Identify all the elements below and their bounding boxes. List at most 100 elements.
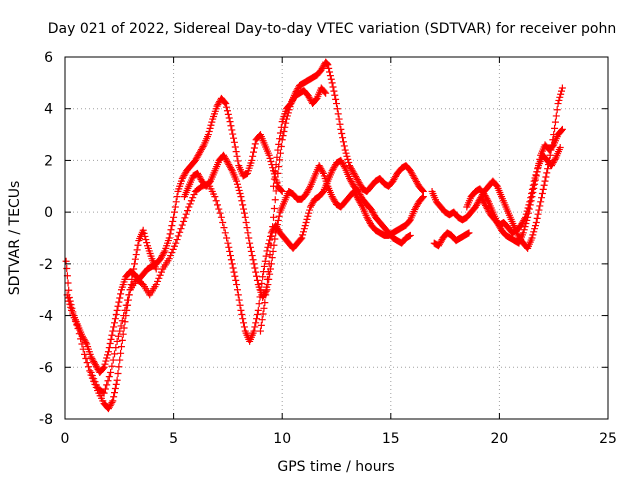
y-tick-label: -4 [39, 309, 53, 325]
data-point [250, 260, 258, 268]
data-point [334, 110, 342, 118]
data-point [328, 79, 336, 87]
data-point [519, 229, 527, 237]
data-point [66, 297, 74, 305]
data-point [270, 213, 278, 221]
data-point [342, 149, 350, 157]
y-tick-labels: -8 -6 -4 -2 0 2 4 6 [39, 50, 53, 428]
data-point [252, 319, 260, 327]
data-point [249, 152, 257, 160]
data-point [237, 306, 245, 314]
data-point [104, 348, 112, 356]
data-point [165, 255, 173, 263]
data-point [141, 232, 149, 240]
data-point [100, 363, 108, 371]
data-point [122, 301, 130, 309]
data-point [92, 381, 100, 389]
data-point [118, 317, 126, 325]
data-point [182, 210, 190, 218]
data-point [552, 112, 560, 120]
data-point [69, 308, 77, 316]
data-point [270, 205, 278, 213]
data-point [233, 180, 241, 188]
data-point [538, 190, 546, 198]
data-point [339, 138, 347, 146]
data-point [101, 385, 109, 393]
data-point [199, 142, 207, 150]
data-point [306, 184, 314, 192]
data-point [232, 276, 240, 284]
data-point [222, 100, 230, 108]
data-point [556, 144, 564, 151]
x-axis-label: GPS time / hours [277, 459, 394, 475]
data-point [86, 367, 94, 375]
data-point [558, 125, 566, 133]
data-point [524, 204, 532, 212]
data-point [278, 187, 286, 195]
data-point [250, 148, 258, 156]
data-point [189, 194, 197, 202]
data-point [190, 191, 198, 199]
data-point [540, 181, 548, 189]
data-point [112, 344, 120, 352]
data-point [259, 273, 267, 281]
data-point [108, 398, 116, 406]
data-points [62, 58, 566, 413]
data-point [103, 354, 111, 362]
data-point [269, 247, 277, 255]
data-point [551, 155, 559, 163]
data-point [117, 343, 125, 351]
data-point [251, 323, 259, 331]
data-point [168, 248, 176, 256]
data-point [333, 100, 340, 108]
data-point [105, 373, 113, 381]
data-point [242, 218, 250, 226]
data-point [102, 357, 110, 365]
data-point [306, 206, 314, 214]
data-point [65, 286, 73, 294]
data-point [258, 280, 266, 288]
data-point [266, 154, 274, 162]
chart-title: Day 021 of 2022, Sidereal Day-to-day VTE… [48, 21, 616, 37]
data-point [333, 105, 341, 113]
data-point [262, 291, 270, 299]
data-point [250, 327, 258, 335]
data-point [261, 257, 269, 265]
data-point [68, 304, 76, 312]
data-point [255, 300, 263, 308]
y-tick-label: 0 [44, 205, 53, 221]
data-point [326, 68, 334, 76]
series-track-6 [270, 84, 330, 190]
series-track-5 [256, 58, 427, 335]
data-point [554, 100, 562, 108]
data-point [238, 197, 246, 205]
data-point [173, 236, 181, 244]
data-point [216, 209, 224, 217]
data-point [555, 96, 563, 104]
data-point [528, 185, 536, 193]
data-point [111, 319, 119, 327]
data-point [522, 210, 530, 218]
data-point [465, 229, 473, 237]
x-tick-labels: 0 5 10 15 20 25 [61, 431, 617, 447]
data-point [111, 384, 119, 392]
data-point [227, 165, 235, 173]
data-point [238, 311, 246, 319]
data-point [178, 221, 186, 229]
data-point [234, 183, 242, 191]
data-point [187, 197, 195, 205]
data-point [63, 265, 71, 273]
data-point [261, 299, 269, 307]
data-point [325, 64, 333, 72]
data-point [82, 338, 90, 346]
data-point [551, 124, 559, 132]
data-point [231, 272, 239, 280]
data-point [322, 89, 330, 97]
data-point [226, 247, 234, 255]
data-point [241, 213, 249, 221]
data-point [204, 131, 212, 139]
data-point [233, 286, 241, 294]
data-point [265, 260, 273, 268]
data-point [534, 165, 542, 173]
data-point [530, 228, 538, 236]
